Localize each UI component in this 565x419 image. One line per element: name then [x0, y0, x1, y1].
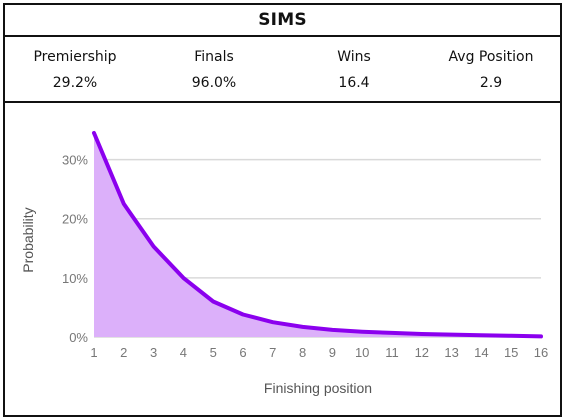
data-point: [510, 335, 512, 337]
x-tick-label: 14: [474, 345, 488, 360]
area-fill: [94, 133, 541, 337]
data-point: [272, 321, 274, 323]
x-tick-label: 7: [269, 345, 276, 360]
data-point: [302, 326, 304, 328]
x-tick-label: 16: [534, 345, 548, 360]
x-tick-label: 3: [150, 345, 157, 360]
card-title: SIMS: [258, 10, 307, 30]
x-tick-label: 11: [385, 345, 399, 360]
data-point: [391, 332, 393, 334]
y-tick-label: 0%: [69, 330, 88, 345]
y-tick-label: 20%: [62, 212, 88, 227]
data-point: [242, 314, 244, 316]
data-point: [421, 333, 423, 335]
y-axis-title: Probability: [20, 207, 36, 272]
data-point: [540, 335, 542, 337]
x-tick-label: 9: [329, 345, 336, 360]
x-tick-label: 10: [355, 345, 369, 360]
data-point: [153, 246, 155, 248]
stat-value: 96.0%: [191, 75, 237, 91]
x-tick-labels: 1 2 3 4 5 6 7 8 9 10 11 12 13 14 15 16: [90, 345, 548, 360]
stat-value: 16.4: [338, 75, 370, 91]
stat-label: Finals: [194, 49, 234, 65]
x-tick-label: 12: [415, 345, 429, 360]
data-point: [182, 277, 184, 279]
x-tick-label: 4: [180, 345, 187, 360]
stat-value: 29.2%: [52, 75, 98, 91]
stat-value: 2.9: [479, 75, 503, 91]
x-tick-label: 5: [210, 345, 217, 360]
data-point: [361, 331, 363, 333]
y-tick-label: 30%: [62, 153, 88, 168]
x-axis-title: Finishing position: [264, 380, 372, 396]
stat-label: Premiership: [33, 49, 117, 65]
stat-label: Wins: [337, 49, 371, 65]
x-tick-label: 2: [120, 345, 127, 360]
data-point: [123, 203, 125, 205]
data-point: [331, 329, 333, 331]
data-point: [451, 334, 453, 336]
x-tick-label: 15: [504, 345, 518, 360]
y-tick-labels: 0% 10% 20% 30%: [62, 153, 88, 345]
data-point: [93, 132, 95, 134]
data-point: [480, 334, 482, 336]
stats-row: Premiership 29.2% Finals 96.0% Wins 16.4…: [5, 37, 560, 103]
x-tick-label: 1: [90, 345, 97, 360]
stat-label: Avg Position: [448, 49, 534, 65]
x-tick-label: 13: [444, 345, 458, 360]
x-tick-label: 8: [299, 345, 306, 360]
title-bar: SIMS: [5, 5, 560, 37]
x-tick-label: 6: [239, 345, 246, 360]
area-layer: [92, 131, 543, 339]
y-tick-label: 10%: [62, 271, 88, 286]
data-point: [212, 301, 214, 303]
probability-line: [92, 131, 543, 339]
